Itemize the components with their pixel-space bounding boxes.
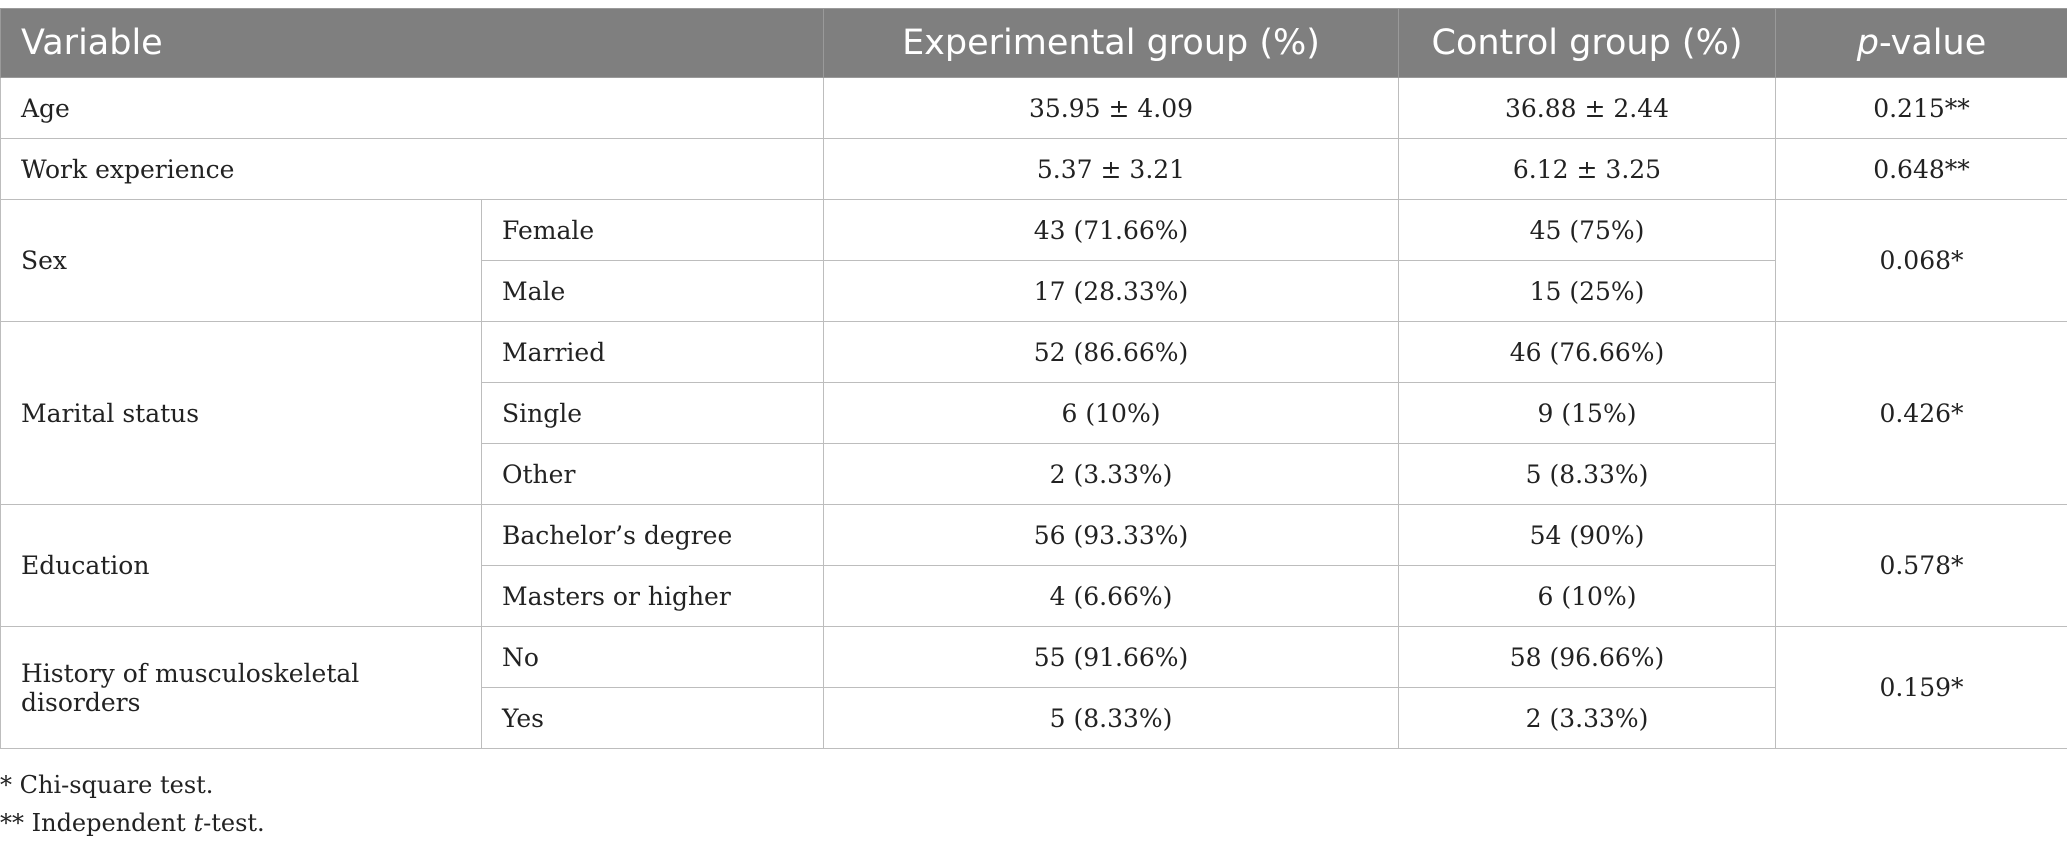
row-label: Work experience — [0, 138, 824, 200]
header-control: Control group (%) — [1398, 8, 1776, 78]
cell-control: 45 (75%) — [1398, 199, 1776, 261]
group-label-history: History of musculoskeletal disorders — [0, 626, 482, 749]
sub-label: Single — [481, 382, 824, 444]
cell-experimental: 56 (93.33%) — [823, 504, 1399, 566]
footnote-t-suffix: -test. — [203, 809, 265, 837]
cell-control: 9 (15%) — [1398, 382, 1776, 444]
cell-control: 15 (25%) — [1398, 260, 1776, 322]
cell-control: 2 (3.33%) — [1398, 687, 1776, 749]
header-p-value: p-value — [1775, 8, 2067, 78]
cell-experimental: 5 (8.33%) — [823, 687, 1399, 749]
footnote-t-test: ** Independent t-test. — [0, 804, 265, 842]
cell-experimental: 52 (86.66%) — [823, 321, 1399, 383]
cell-p-value: 0.648** — [1775, 138, 2067, 200]
cell-p-value: 0.578* — [1775, 504, 2067, 627]
cell-control: 6 (10%) — [1398, 565, 1776, 627]
table-row-education-masters: Masters or higher 4 (6.66%) 6 (10%) — [1, 565, 2067, 627]
group-label-education: Education — [0, 504, 482, 627]
demographics-table: Variable Experimental group (%) Control … — [0, 8, 2067, 749]
cell-control: 46 (76.66%) — [1398, 321, 1776, 383]
cell-experimental: 2 (3.33%) — [823, 443, 1399, 505]
header-variable: Variable — [0, 8, 824, 78]
cell-experimental: 55 (91.66%) — [823, 626, 1399, 688]
sub-label: Female — [481, 199, 824, 261]
cell-experimental: 43 (71.66%) — [823, 199, 1399, 261]
table-row-history-no: History of musculoskeletal disorders No … — [0, 626, 2067, 749]
sub-label: Married — [481, 321, 824, 383]
table-row-marital-other: Other 2 (3.33%) 5 (8.33%) — [1, 443, 2067, 505]
header-experimental: Experimental group (%) — [823, 8, 1399, 78]
table-row-history-yes: Yes 5 (8.33%) 2 (3.33%) — [1, 687, 2067, 749]
table-row-marital-married: Marital status Married 52 (86.66%) 46 (7… — [0, 321, 2067, 505]
table-row-sex-male: Male 17 (28.33%) 15 (25%) — [1, 260, 2067, 322]
cell-experimental: 5.37 ± 3.21 — [823, 138, 1399, 200]
cell-control: 54 (90%) — [1398, 504, 1776, 566]
cell-experimental: 4 (6.66%) — [823, 565, 1399, 627]
row-label: Age — [0, 77, 824, 139]
table-row-education-bachelor: Education Bachelor’s degree 56 (93.33%) … — [0, 504, 2067, 627]
header-row: Variable Experimental group (%) Control … — [0, 8, 2067, 78]
table-container: Variable Experimental group (%) Control … — [0, 8, 2067, 749]
sub-label: Masters or higher — [481, 565, 824, 627]
sub-label: Bachelor’s degree — [481, 504, 824, 566]
cell-experimental: 35.95 ± 4.09 — [823, 77, 1399, 139]
footnote-chi-square: * Chi-square test. — [0, 771, 214, 799]
table-row-work-experience: Work experience 5.37 ± 3.21 6.12 ± 3.25 … — [0, 138, 2067, 200]
group-label-sex: Sex — [0, 199, 482, 322]
group-label-marital: Marital status — [0, 321, 482, 505]
cell-p-value: 0.426* — [1775, 321, 2067, 505]
table-row-age: Age 35.95 ± 4.09 36.88 ± 2.44 0.215** — [0, 77, 2067, 139]
sub-label: Other — [481, 443, 824, 505]
cell-experimental: 17 (28.33%) — [823, 260, 1399, 322]
cell-control: 36.88 ± 2.44 — [1398, 77, 1776, 139]
header-p-italic: p — [1856, 23, 1879, 63]
cell-control: 58 (96.66%) — [1398, 626, 1776, 688]
sub-label: Male — [481, 260, 824, 322]
cell-control: 6.12 ± 3.25 — [1398, 138, 1776, 200]
footnote-t-prefix: ** Independent — [0, 809, 194, 837]
cell-p-value: 0.215** — [1775, 77, 2067, 139]
header-p-rest: -value — [1878, 23, 1987, 63]
sub-label: Yes — [481, 687, 824, 749]
cell-control: 5 (8.33%) — [1398, 443, 1776, 505]
cell-experimental: 6 (10%) — [823, 382, 1399, 444]
footnote-t-italic: t — [193, 809, 204, 837]
sub-label: No — [481, 626, 824, 688]
cell-p-value: 0.068* — [1775, 199, 2067, 322]
cell-p-value: 0.159* — [1775, 626, 2067, 749]
table-footnotes: * Chi-square test. ** Independent t-test… — [0, 766, 265, 842]
table-row-sex-female: Sex Female 43 (71.66%) 45 (75%) 0.068* — [0, 199, 2067, 322]
